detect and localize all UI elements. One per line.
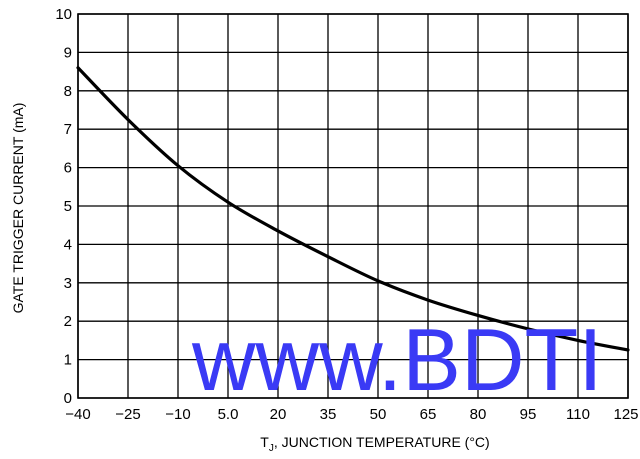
x-tick-label: 125 xyxy=(613,406,638,423)
x-tick-label: 50 xyxy=(370,406,387,423)
y-tick-label: 0 xyxy=(64,390,72,407)
x-tick-label: 110 xyxy=(566,406,590,423)
x-tick-label: 35 xyxy=(320,406,337,423)
y-tick-label: 6 xyxy=(64,160,72,177)
y-tick-label: 9 xyxy=(64,44,72,61)
y-tick-label: 8 xyxy=(64,83,72,100)
watermark: www.BDTI xyxy=(191,310,603,409)
x-tick-label: 20 xyxy=(270,406,287,423)
x-tick-label: 65 xyxy=(420,406,437,423)
y-tick-label: 3 xyxy=(64,275,72,292)
y-tick-label: 4 xyxy=(64,236,72,253)
series-line xyxy=(76,66,630,352)
y-tick-label: 5 xyxy=(64,198,72,215)
y-tick-label: 1 xyxy=(64,352,72,369)
x-tick-label: −25 xyxy=(115,406,140,423)
x-tick-label: 5.0 xyxy=(218,406,239,423)
plot-frame xyxy=(77,13,629,399)
x-tick-label: −10 xyxy=(165,406,190,423)
y-tick-label: 2 xyxy=(64,313,72,330)
y-tick-label: 7 xyxy=(64,121,72,138)
y-tick-labels: 0 1 2 3 4 5 6 7 8 9 10 xyxy=(55,6,72,407)
x-tick-label: −40 xyxy=(65,406,90,423)
y-axis-label: GATE TRIGGER CURRENT (mA) xyxy=(10,103,26,314)
x-tick-label: 80 xyxy=(470,406,487,423)
x-tick-labels: −40 −25 −10 5.0 20 35 50 65 80 95 110 125 xyxy=(65,406,638,423)
x-axis-label: TJ, JUNCTION TEMPERATURE (°C) xyxy=(260,434,489,454)
y-tick-label: 10 xyxy=(55,6,72,23)
x-tick-label: 95 xyxy=(520,406,537,423)
